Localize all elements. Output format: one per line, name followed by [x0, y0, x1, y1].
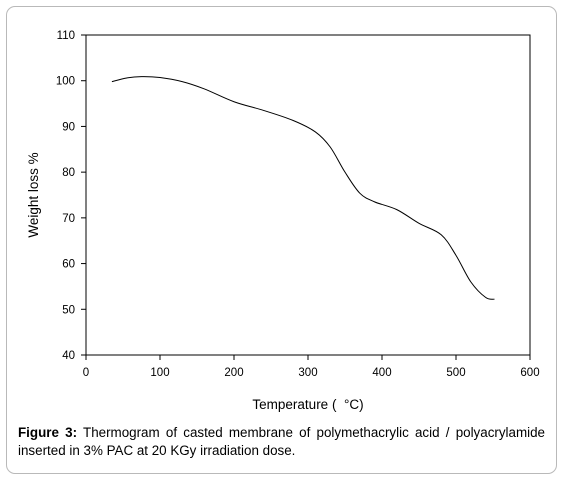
y-tick-label: 100 — [56, 76, 75, 88]
plot-area — [85, 34, 531, 356]
line-chart: 0 100 200 300 400 500 600 40 50 60 70 80 90 100 110 W… — [26, 30, 540, 412]
caption-text: Thermogram of casted membrane of polymet… — [18, 425, 545, 458]
y-tick-label: 90 — [62, 121, 75, 133]
x-tick-label: 400 — [372, 367, 391, 379]
y-tick-label: 40 — [62, 350, 75, 362]
x-tick-label: 0 — [83, 367, 89, 379]
chart-area: 0 100 200 300 400 500 600 40 50 60 70 80 90 100 110 W… — [8, 18, 556, 420]
y-tick-label: 70 — [62, 213, 75, 225]
x-tick-label: 200 — [224, 367, 243, 379]
x-axis-ticks: 0 100 200 300 400 500 600 — [83, 355, 540, 379]
y-tick-label: 60 — [62, 259, 75, 271]
x-axis-label: Temperature ( °C) — [252, 397, 363, 412]
y-tick-label: 50 — [62, 304, 75, 316]
y-tick-label: 110 — [57, 30, 75, 42]
series-line — [111, 76, 495, 300]
figure-caption: Figure 3: Thermogram of casted membrane … — [18, 424, 545, 460]
y-axis-label: Weight loss % — [26, 152, 41, 237]
x-tick-label: 600 — [520, 367, 539, 379]
caption-label: Figure 3: — [18, 425, 78, 440]
x-tick-label: 500 — [446, 367, 465, 379]
x-tick-label: 100 — [150, 367, 169, 379]
y-axis-ticks: 40 50 60 70 80 90 100 110 — [56, 30, 86, 362]
y-tick-label: 80 — [62, 167, 75, 179]
x-tick-label: 300 — [298, 367, 317, 379]
